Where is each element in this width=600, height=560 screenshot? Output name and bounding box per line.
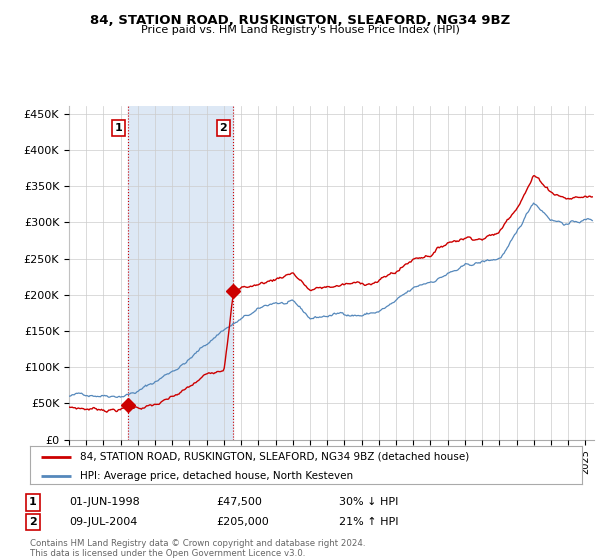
Text: Contains HM Land Registry data © Crown copyright and database right 2024.
This d: Contains HM Land Registry data © Crown c…: [30, 539, 365, 558]
Bar: [128, 106, 233, 440]
Text: 1: 1: [115, 123, 122, 133]
Text: 2: 2: [220, 123, 227, 133]
Text: £47,500: £47,500: [216, 497, 262, 507]
Text: 1: 1: [29, 497, 37, 507]
Text: 2: 2: [29, 517, 37, 527]
Text: 84, STATION ROAD, RUSKINGTON, SLEAFORD, NG34 9BZ (detached house): 84, STATION ROAD, RUSKINGTON, SLEAFORD, …: [80, 452, 469, 462]
Text: 01-JUN-1998: 01-JUN-1998: [69, 497, 140, 507]
Text: 84, STATION ROAD, RUSKINGTON, SLEAFORD, NG34 9BZ: 84, STATION ROAD, RUSKINGTON, SLEAFORD, …: [90, 14, 510, 27]
Text: Price paid vs. HM Land Registry's House Price Index (HPI): Price paid vs. HM Land Registry's House …: [140, 25, 460, 35]
Text: 21% ↑ HPI: 21% ↑ HPI: [339, 517, 398, 527]
Text: HPI: Average price, detached house, North Kesteven: HPI: Average price, detached house, Nort…: [80, 471, 353, 481]
Text: £205,000: £205,000: [216, 517, 269, 527]
Text: 09-JUL-2004: 09-JUL-2004: [69, 517, 137, 527]
Text: 30% ↓ HPI: 30% ↓ HPI: [339, 497, 398, 507]
